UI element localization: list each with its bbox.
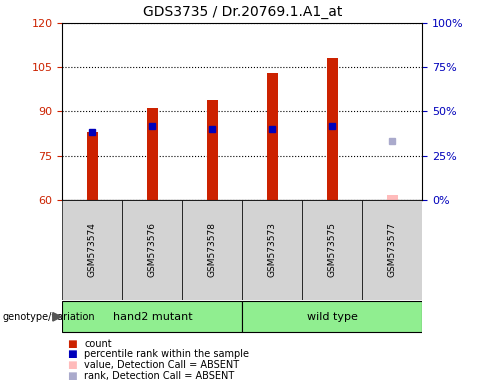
Text: wild type: wild type [307, 312, 358, 322]
Text: GSM573577: GSM573577 [388, 222, 397, 277]
Text: genotype/variation: genotype/variation [2, 312, 95, 322]
Bar [62, 200, 122, 300]
Text: ■: ■ [67, 349, 77, 359]
Bar [387, 195, 398, 200]
Bar [207, 99, 218, 200]
Text: hand2 mutant: hand2 mutant [113, 312, 192, 322]
Text: ■: ■ [67, 371, 77, 381]
Text: rank, Detection Call = ABSENT: rank, Detection Call = ABSENT [84, 371, 234, 381]
Text: GSM573573: GSM573573 [268, 222, 277, 277]
Text: GSM573578: GSM573578 [208, 222, 217, 277]
Bar [62, 301, 242, 332]
Text: GSM573574: GSM573574 [88, 222, 97, 277]
Bar [327, 58, 338, 200]
Title: GDS3735 / Dr.20769.1.A1_at: GDS3735 / Dr.20769.1.A1_at [143, 5, 342, 19]
Bar [242, 200, 302, 300]
Bar [302, 200, 362, 300]
Text: value, Detection Call = ABSENT: value, Detection Call = ABSENT [84, 360, 239, 370]
Text: percentile rank within the sample: percentile rank within the sample [84, 349, 249, 359]
Text: GSM573575: GSM573575 [328, 222, 337, 277]
Bar [242, 301, 422, 332]
Bar [267, 73, 278, 200]
Bar [182, 200, 242, 300]
Text: count: count [84, 339, 112, 349]
Text: GSM573576: GSM573576 [148, 222, 157, 277]
Bar [147, 108, 158, 200]
Bar [87, 132, 98, 200]
Text: ■: ■ [67, 360, 77, 370]
Bar [122, 200, 182, 300]
Bar [362, 200, 422, 300]
Text: ■: ■ [67, 339, 77, 349]
